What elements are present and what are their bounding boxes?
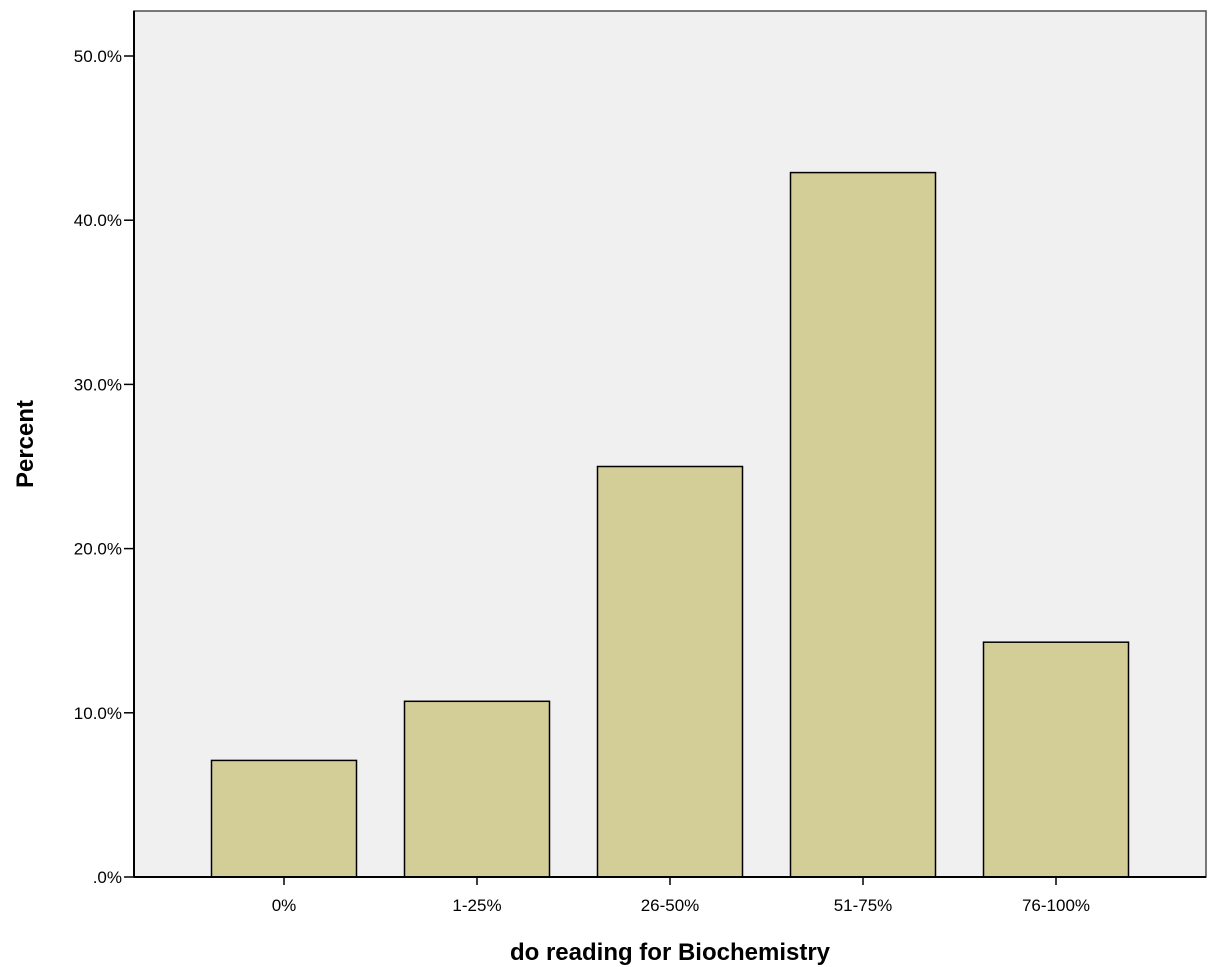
bar-26-50% [596,465,744,878]
bars-group [210,171,1130,878]
bar-0% [210,759,358,878]
x-tick-label: 0% [272,896,297,915]
bar-51-75% [789,171,937,878]
x-tick-label: 1-25% [452,896,501,915]
bar-76-100% [982,641,1130,878]
x-tick-label: 51-75% [834,896,893,915]
x-axis-ticks: 0% 1-25% 26-50% 51-75% 76-100% [272,877,1090,915]
y-tick-label: .0% [93,868,122,887]
y-tick-label: 50.0% [74,47,122,66]
y-tick-label: 10.0% [74,704,122,723]
bar-1-25% [403,700,551,878]
y-axis-title: Percent [12,400,39,488]
y-tick-label: 20.0% [74,540,122,559]
x-tick-label: 26-50% [641,896,700,915]
y-axis-ticks: .0% 10.0% 20.0% 30.0% 40.0% 50.0% [74,47,134,887]
y-tick-label: 30.0% [74,375,122,394]
y-tick-label: 40.0% [74,211,122,230]
x-tick-label: 76-100% [1022,896,1090,915]
x-axis-title: do reading for Biochemistry [510,939,831,966]
